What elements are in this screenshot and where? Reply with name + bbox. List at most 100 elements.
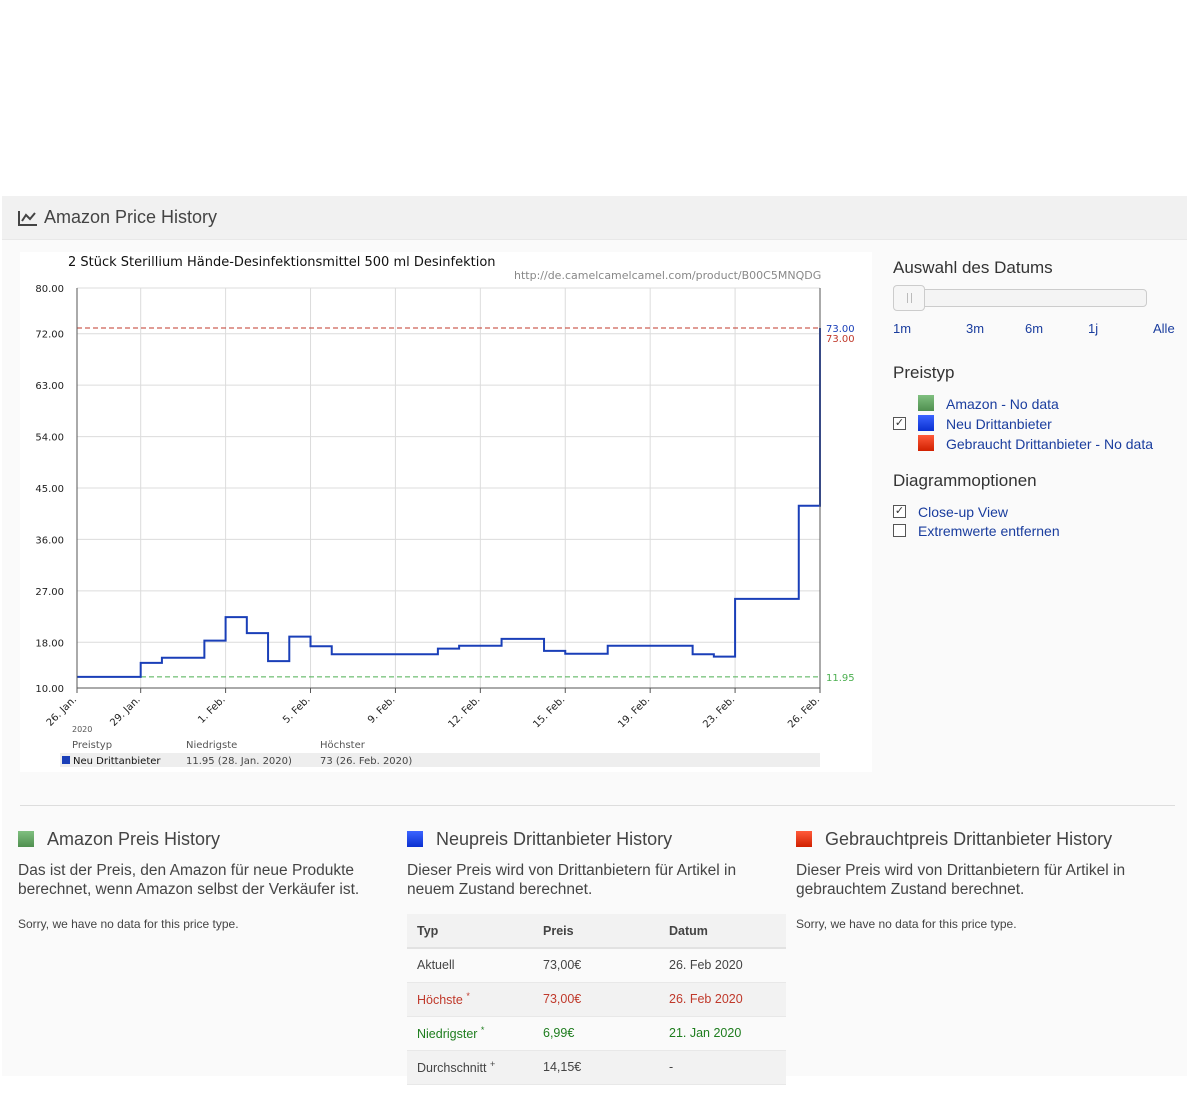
x-tick-label: 1. Feb. [196, 694, 228, 726]
section-title: Neupreis Drittanbieter History [436, 828, 673, 849]
line-chart-icon [18, 210, 37, 226]
table-row: Durchschnitt + 14,15€ - [407, 1050, 786, 1085]
summary-series-name: Neu Drittanbieter [73, 756, 161, 767]
chart-sidebar: Auswahl des Datums 1m 3m 6m 1j Alle Prei… [893, 258, 1183, 541]
section-divider [20, 805, 1175, 806]
section-description: Dieser Preis wird von Drittanbietern für… [407, 862, 737, 898]
neu-color-swatch [918, 415, 934, 431]
y-tick-label: 80.00 [35, 284, 64, 295]
option-remove-extremes[interactable]: Extremwerte entfernen [893, 522, 1183, 541]
range-1j[interactable]: 1j [1088, 321, 1099, 336]
range-3m[interactable]: 3m [966, 321, 985, 336]
footnote-mark: * [466, 990, 470, 1001]
range-6m[interactable]: 6m [1025, 321, 1044, 336]
x-tick-label: 5. Feb. [281, 694, 313, 726]
price-history-panel: Amazon Price History 2 Stück Sterillium … [2, 196, 1187, 1085]
close-up-checkbox[interactable]: ✓ [893, 505, 906, 518]
row-date: 26. Feb 2020 [659, 948, 786, 983]
option-label[interactable]: Extremwerte entfernen [918, 523, 1060, 539]
row-type: Höchste * [407, 982, 533, 1017]
table-header-row: Typ Preis Datum [407, 914, 786, 949]
x-tick-label: 19. Feb. [616, 694, 652, 730]
option-close-up-view[interactable]: ✓ Close-up View [893, 503, 1183, 522]
price-type-label[interactable]: Neu Drittanbieter [946, 416, 1052, 432]
series-line [77, 328, 821, 678]
chart-options-heading: Diagrammoptionen [893, 471, 1037, 490]
row-price: 6,99€ [533, 1016, 659, 1051]
reference-line-label: 11.95 [826, 673, 855, 684]
amazon-color-swatch [18, 831, 34, 847]
footnote-mark: + [489, 1058, 496, 1069]
col-header-datum: Datum [659, 914, 786, 949]
row-price: 14,15€ [533, 1050, 659, 1085]
panel-title: Amazon Price History [44, 207, 218, 227]
neu-color-swatch [407, 831, 423, 847]
x-tick-label: 23. Feb. [701, 694, 737, 730]
col-header-typ: Typ [407, 914, 533, 949]
table-row: Niedrigster * 6,99€ 21. Jan 2020 [407, 1016, 786, 1051]
date-range-slider[interactable] [893, 285, 1147, 311]
price-type-label[interactable]: Gebraucht Drittanbieter - No data [946, 436, 1153, 452]
x-tick-label: 29. Jan. [108, 694, 142, 728]
chart-options-list: ✓ Close-up View Extremwerte entfernen [893, 503, 1183, 541]
col-header-preis: Preis [533, 914, 659, 949]
price-type-amazon[interactable]: Amazon - No data [893, 395, 1183, 415]
slider-handle[interactable] [893, 285, 925, 311]
row-date: - [659, 1050, 786, 1085]
range-1m[interactable]: 1m [893, 321, 912, 336]
x-tick-label: 26. Jan. [45, 694, 79, 728]
x-tick-label: 12. Feb. [446, 694, 482, 730]
price-type-list: Amazon - No data ✓ Neu Drittanbieter Geb… [893, 395, 1183, 455]
amazon-color-swatch [918, 395, 934, 411]
section-title: Gebrauchtpreis Drittanbieter History [825, 828, 1113, 849]
y-tick-label: 54.00 [35, 433, 64, 444]
panel-header: Amazon Price History [2, 196, 1187, 240]
row-type: Aktuell [407, 948, 533, 983]
remove-extremes-checkbox[interactable] [893, 524, 906, 537]
summary-header: Niedrigste [186, 740, 237, 751]
row-date: 26. Feb 2020 [659, 982, 786, 1017]
neu-drittanbieter-checkbox[interactable]: ✓ [893, 417, 906, 430]
chart-url: http://de.camelcamelcamel.com/product/B0… [514, 269, 821, 282]
year-label: 2020 [72, 725, 92, 734]
y-tick-label: 72.00 [35, 330, 64, 341]
no-data-note: Sorry, we have no data for this price ty… [18, 917, 239, 931]
row-type: Niedrigster * [407, 1016, 533, 1051]
reference-line-label: 73.00 [826, 334, 855, 345]
price-type-neu-drittanbieter[interactable]: ✓ Neu Drittanbieter [893, 415, 1183, 435]
summary-series-swatch [62, 756, 70, 764]
neu-drittanbieter-history-section: Neupreis Drittanbieter History Dieser Pr… [407, 829, 777, 899]
row-type: Durchschnitt + [407, 1050, 533, 1085]
x-tick-label: 15. Feb. [531, 694, 567, 730]
price-type-gebraucht[interactable]: Gebraucht Drittanbieter - No data [893, 435, 1183, 455]
amazon-history-section: Amazon Preis History Das ist der Preis, … [18, 829, 388, 931]
gebraucht-history-section: Gebrauchtpreis Drittanbieter History Die… [796, 829, 1166, 931]
date-range-heading: Auswahl des Datums [893, 258, 1053, 277]
x-tick-label: 9. Feb. [366, 694, 398, 726]
section-title: Amazon Preis History [47, 828, 221, 849]
row-date: 21. Jan 2020 [659, 1016, 786, 1051]
summary-high: 73 (26. Feb. 2020) [320, 756, 412, 767]
price-chart[interactable]: 2 Stück Sterillium Hände-Desinfektionsmi… [20, 252, 872, 772]
option-label[interactable]: Close-up View [918, 504, 1009, 520]
gebraucht-color-swatch [796, 831, 812, 847]
footnote-mark: * [480, 1024, 485, 1035]
current-value-label: 73.00 [826, 324, 855, 335]
no-data-note: Sorry, we have no data for this price ty… [796, 917, 1017, 931]
summary-low: 11.95 (28. Jan. 2020) [186, 756, 292, 767]
price-type-label[interactable]: Amazon - No data [946, 396, 1059, 412]
x-tick-label: 26. Feb. [786, 694, 822, 730]
section-description: Das ist der Preis, den Amazon für neue P… [18, 862, 360, 898]
y-tick-label: 45.00 [35, 484, 64, 495]
y-tick-label: 27.00 [35, 587, 64, 598]
chart-svg: 2 Stück Sterillium Hände-Desinfektionsmi… [35, 255, 855, 767]
y-tick-label: 36.00 [35, 535, 64, 546]
y-tick-label: 10.00 [35, 684, 64, 695]
chart-title: 2 Stück Sterillium Hände-Desinfektionsmi… [68, 255, 496, 270]
range-alle[interactable]: Alle [1153, 321, 1175, 336]
section-description: Dieser Preis wird von Drittanbietern für… [796, 862, 1126, 898]
summary-row-bg [60, 753, 820, 767]
summary-header: Preistyp [72, 740, 112, 751]
price-type-heading: Preistyp [893, 363, 955, 382]
summary-header: Höchster [320, 740, 366, 751]
